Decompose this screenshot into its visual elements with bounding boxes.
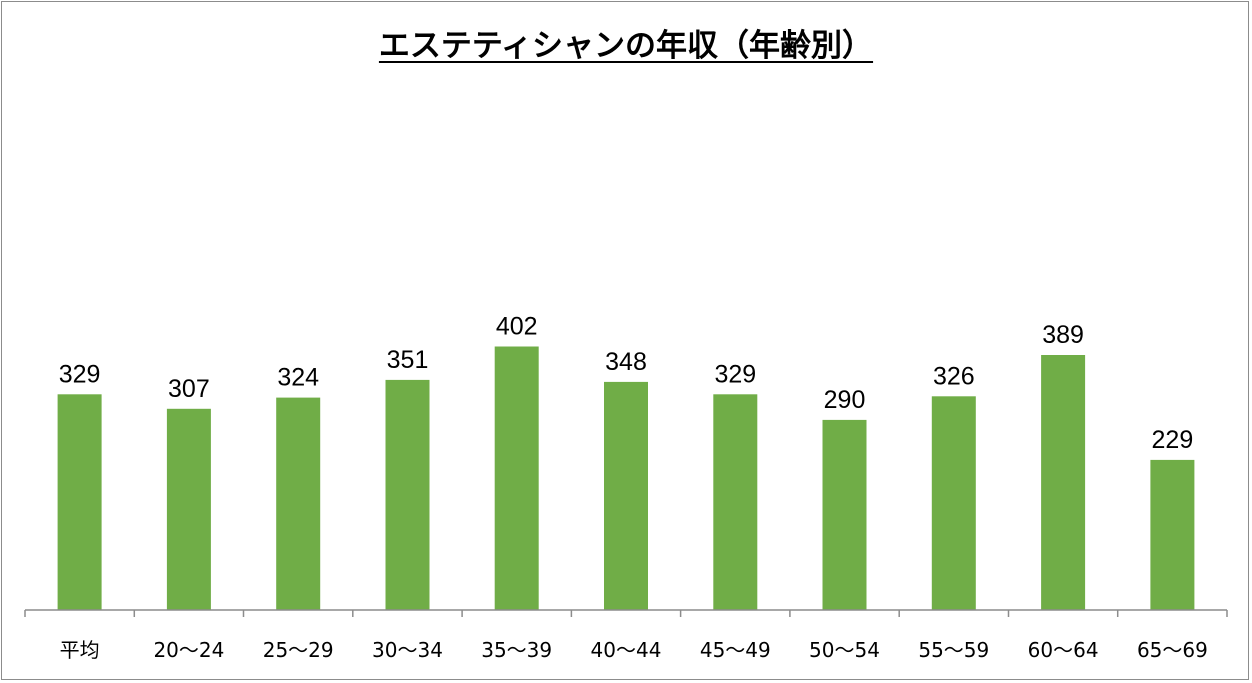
x-tick-label-2: 25〜29 [263, 638, 334, 662]
data-label-5: 348 [605, 348, 647, 376]
x-tick-labels-group: 平均 20〜24 25〜29 30〜34 35〜39 40〜44 45〜49 50〜54 55〜… [60, 638, 1208, 662]
data-label-7: 290 [824, 386, 866, 414]
bar-2 [276, 397, 321, 610]
x-tick-label-3: 30〜34 [372, 638, 443, 662]
x-tick-label-9: 60〜64 [1028, 638, 1099, 662]
x-tick-label-4: 35〜39 [481, 638, 552, 662]
data-label-2: 324 [277, 364, 319, 392]
bar-3 [385, 379, 430, 610]
data-label-8: 326 [933, 362, 975, 390]
x-tick-label-0: 平均 [60, 638, 100, 662]
bar-4 [494, 346, 539, 610]
bar-10 [1150, 459, 1195, 610]
data-label-6: 329 [714, 360, 756, 388]
data-label-4: 402 [496, 313, 538, 341]
x-tick-label-1: 20〜24 [153, 638, 224, 662]
bar-0 [57, 394, 102, 610]
data-label-9: 389 [1042, 321, 1084, 349]
bar-1 [166, 408, 211, 610]
bar-7 [822, 419, 867, 610]
chart-title: エステティシャンの年収（年齢別） [378, 28, 874, 64]
x-tick-label-8: 55〜59 [918, 638, 989, 662]
bar-5 [604, 381, 648, 610]
x-tick-label-7: 50〜54 [809, 638, 880, 662]
data-label-1: 307 [168, 375, 210, 403]
x-tick-label-6: 45〜49 [700, 638, 771, 662]
data-label-10: 229 [1152, 426, 1194, 454]
bar-6 [713, 394, 758, 610]
data-label-0: 329 [59, 360, 101, 388]
bar-9 [1041, 355, 1086, 610]
x-axis [24, 609, 1228, 617]
bars-group [57, 346, 1195, 610]
data-label-3: 351 [387, 346, 429, 374]
x-tick-label-10: 65〜69 [1137, 638, 1208, 662]
x-tick-label-5: 40〜44 [591, 638, 662, 662]
bar-8 [931, 396, 976, 610]
value-labels-group: 329 307 324 351 402 348 329 290 326 389 229 [59, 313, 1194, 454]
